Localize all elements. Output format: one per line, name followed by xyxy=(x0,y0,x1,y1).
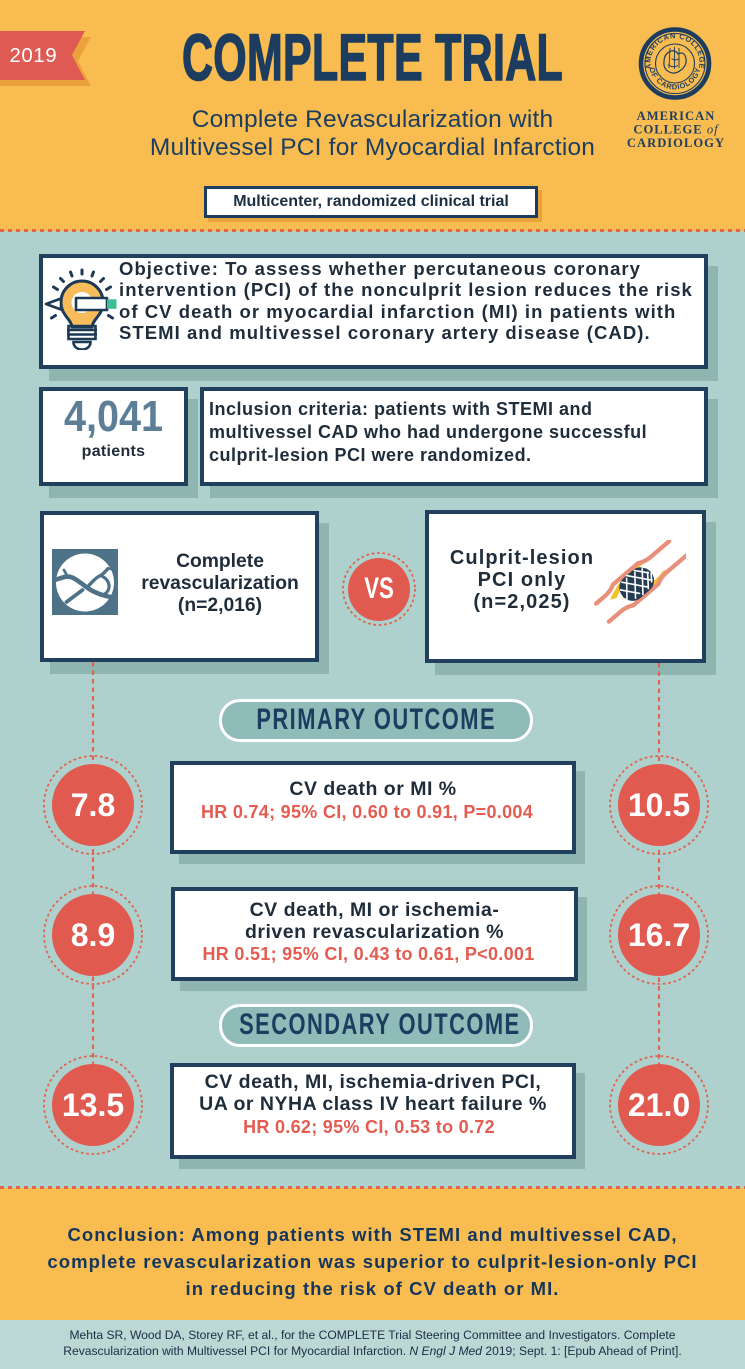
svg-text:COLLEGE of: COLLEGE of xyxy=(633,123,719,137)
svg-text:OF CARDIOLOGY: OF CARDIOLOGY xyxy=(647,66,702,91)
svg-text:2019: 2019 xyxy=(10,44,58,67)
svg-text:CARDIOLOGY: CARDIOLOGY xyxy=(627,136,725,150)
svg-text:AMERICAN: AMERICAN xyxy=(637,109,716,123)
